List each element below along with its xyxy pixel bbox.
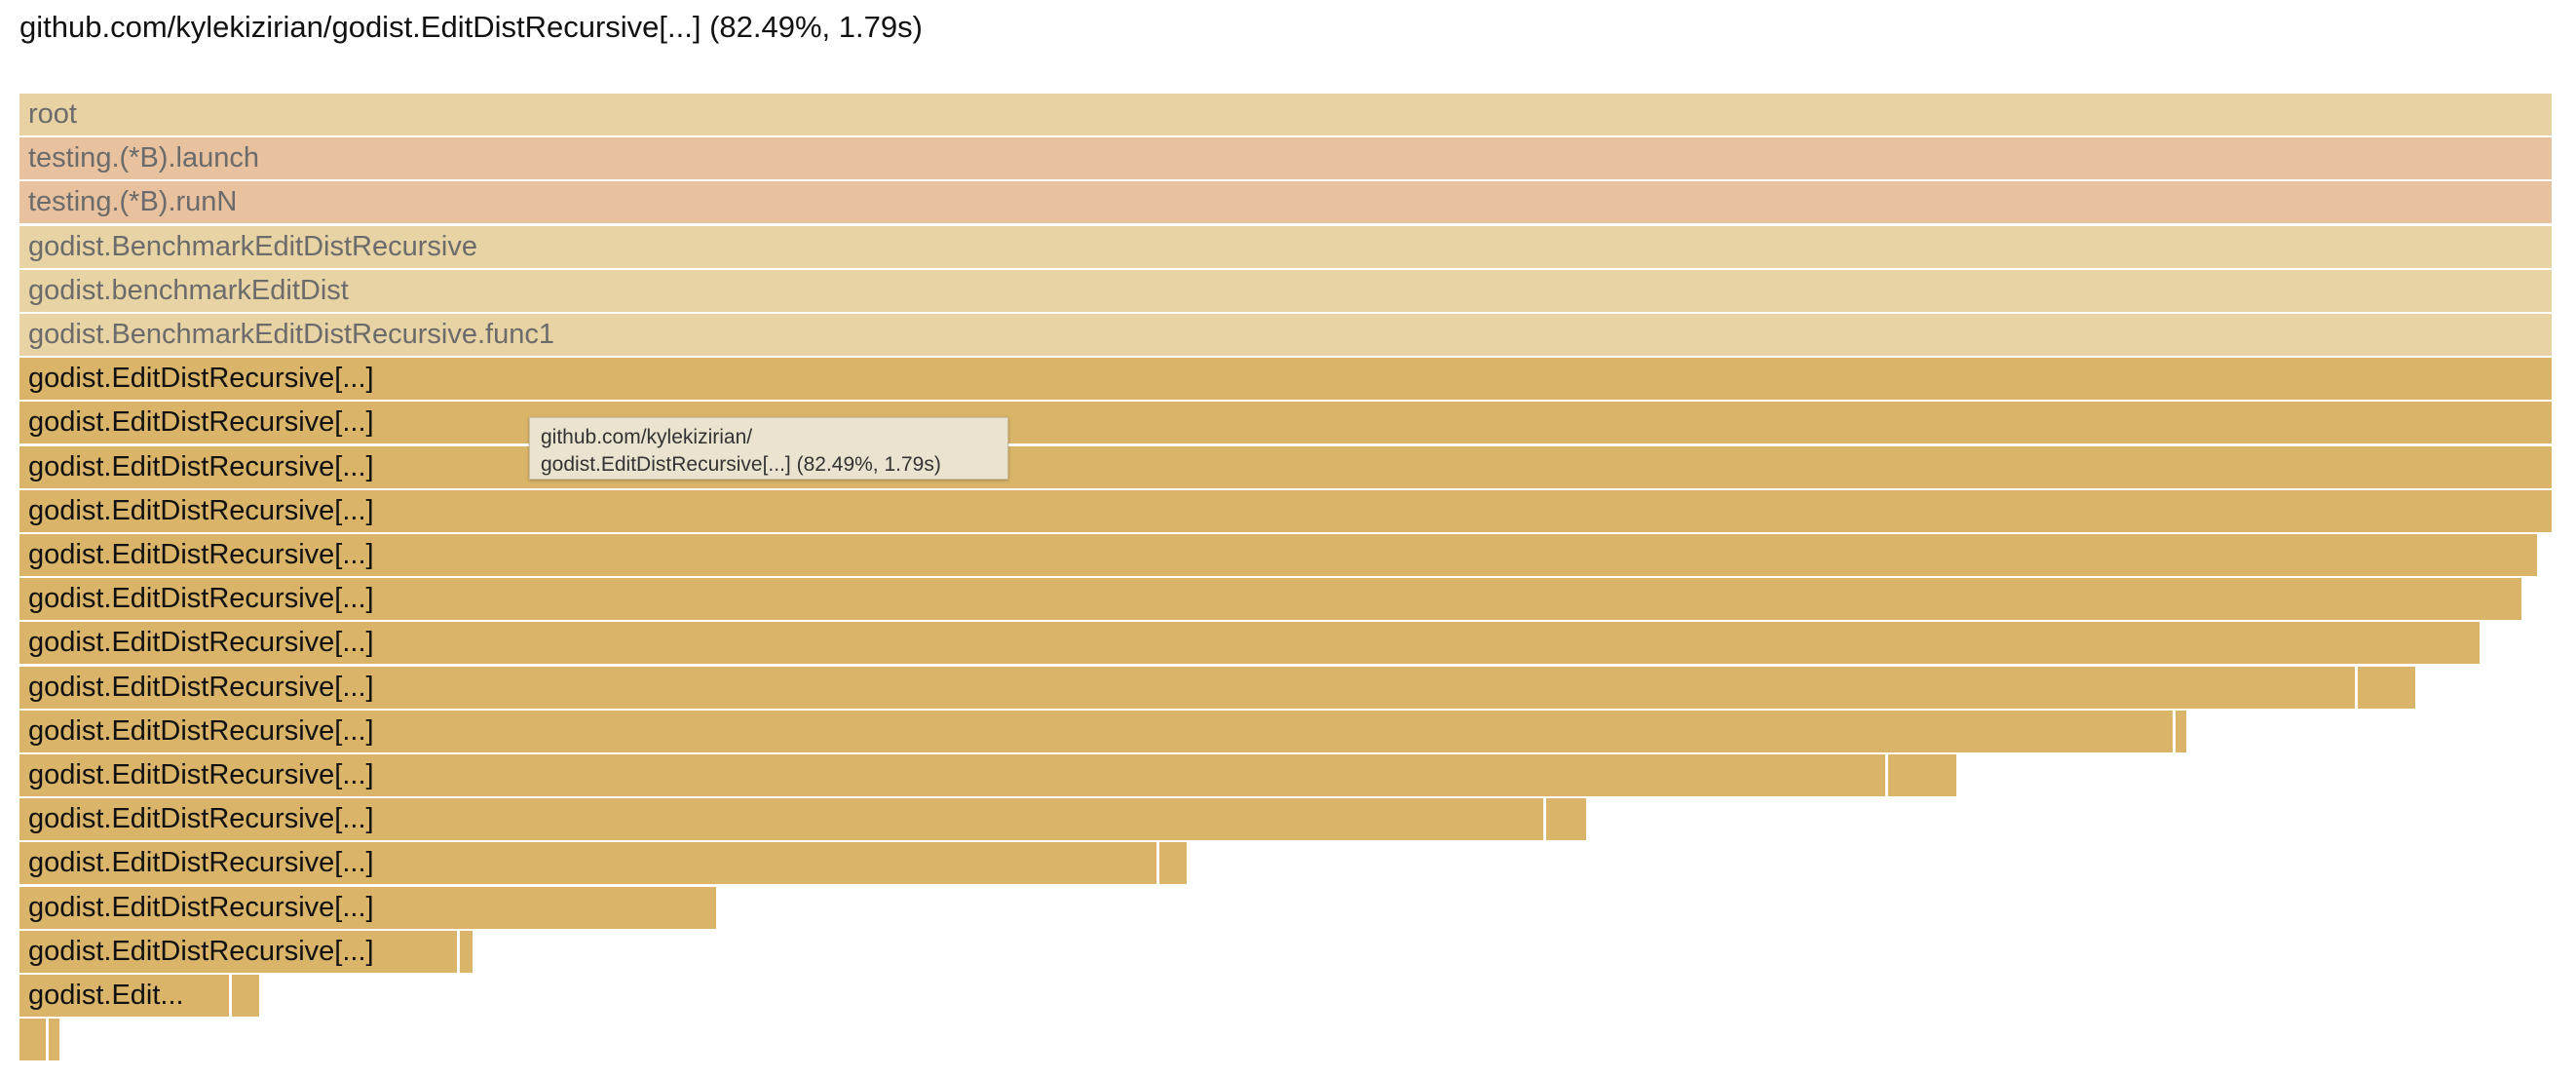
flame-frame-narrow[interactable] (460, 931, 475, 973)
flame-frame[interactable]: godist.EditDistRecursive[...] (19, 534, 2540, 576)
flame-frame-narrow[interactable] (49, 1019, 62, 1060)
flame-frame[interactable]: godist.Edit... (19, 975, 232, 1017)
flame-frame[interactable]: godist.benchmarkEditDist (19, 270, 2555, 312)
flame-frame[interactable]: godist.EditDistRecursive[...] (19, 711, 2176, 752)
tooltip-line-2: godist.EditDistRecursive[...] (82.49%, 1… (541, 453, 941, 476)
flame-frame[interactable]: godist.EditDistRecursive[...] (19, 490, 2555, 532)
flame-frame[interactable]: godist.EditDistRecursive[...] (19, 622, 2482, 664)
flame-frame-narrow[interactable] (2358, 667, 2418, 709)
flame-frame-narrow[interactable] (1888, 754, 1959, 796)
flame-frame[interactable]: godist.EditDistRecursive[...] (19, 798, 1546, 840)
flame-frame[interactable]: godist.EditDistRecursive[...] (19, 931, 460, 973)
flame-frame[interactable]: godist.EditDistRecursive[...] (19, 754, 1888, 796)
flame-frame[interactable]: testing.(*B).runN (19, 181, 2555, 223)
flame-frame[interactable]: root (19, 94, 2555, 135)
selected-frame-title: github.com/kylekizirian/godist.EditDistR… (19, 10, 923, 44)
flame-frame-narrow[interactable] (1159, 842, 1190, 884)
flame-frame[interactable]: godist.EditDistRecursive[...] (19, 667, 2358, 709)
flame-frame[interactable]: godist.EditDistRecursive[...] (19, 842, 1159, 884)
tooltip-line-1: github.com/kylekizirian/ (541, 426, 753, 448)
flame-frame[interactable]: testing.(*B).launch (19, 137, 2555, 179)
flame-frame[interactable]: godist.EditDistRecursive[...] (19, 578, 2524, 620)
flame-frame[interactable]: godist.EditDistRecursive[...] (19, 358, 2555, 400)
flame-frame-narrow[interactable] (232, 975, 262, 1017)
flame-frame[interactable]: godist.EditDistRecursive[...] (19, 887, 719, 929)
flame-frame-narrow[interactable] (19, 1019, 49, 1060)
frame-tooltip: github.com/kylekizirian/ godist.EditDist… (529, 417, 1008, 480)
flame-frame[interactable]: godist.EditDistRecursive[...] (19, 446, 2555, 488)
flame-frame[interactable]: godist.BenchmarkEditDistRecursive (19, 226, 2555, 268)
flame-frame-narrow[interactable] (2176, 711, 2189, 752)
flame-frame[interactable]: godist.BenchmarkEditDistRecursive.func1 (19, 314, 2555, 356)
flame-frame-narrow[interactable] (1546, 798, 1589, 840)
flame-frame[interactable]: godist.EditDistRecursive[...] (19, 402, 2555, 443)
